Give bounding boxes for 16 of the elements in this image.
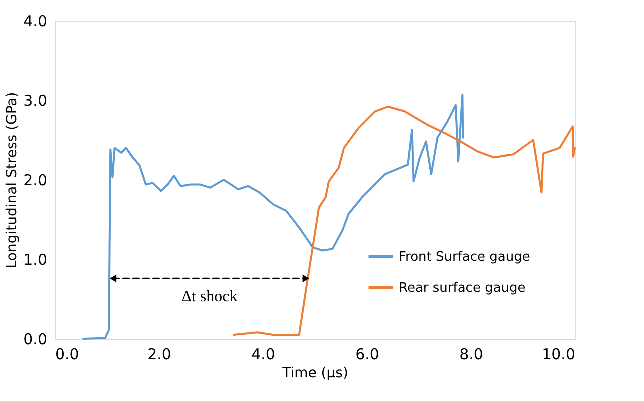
x-tick-label: 6.0	[356, 346, 380, 364]
y-tick-label: 1.0	[24, 251, 48, 269]
x-tick-label: 10.0	[542, 346, 576, 364]
y-tick-label: 0.0	[24, 330, 48, 348]
annotation: Δt shock	[182, 288, 238, 306]
x-axis-title: Time (µs)	[282, 366, 348, 382]
y-tick-label: 2.0	[24, 172, 48, 190]
y-tick-label: 3.0	[24, 92, 48, 110]
x-tick-label: 0.0	[56, 346, 80, 364]
y-axis-title: Longitudinal Stress (GPa)	[4, 92, 21, 269]
x-tick-label: 8.0	[460, 346, 484, 364]
x-tick-label: 4.0	[252, 346, 276, 364]
x-tick-label: 2.0	[148, 346, 172, 364]
legend-label: Front Surface gauge	[399, 250, 530, 265]
y-tick-label: 4.0	[24, 12, 48, 30]
legend-label: Rear surface gauge	[399, 281, 526, 296]
